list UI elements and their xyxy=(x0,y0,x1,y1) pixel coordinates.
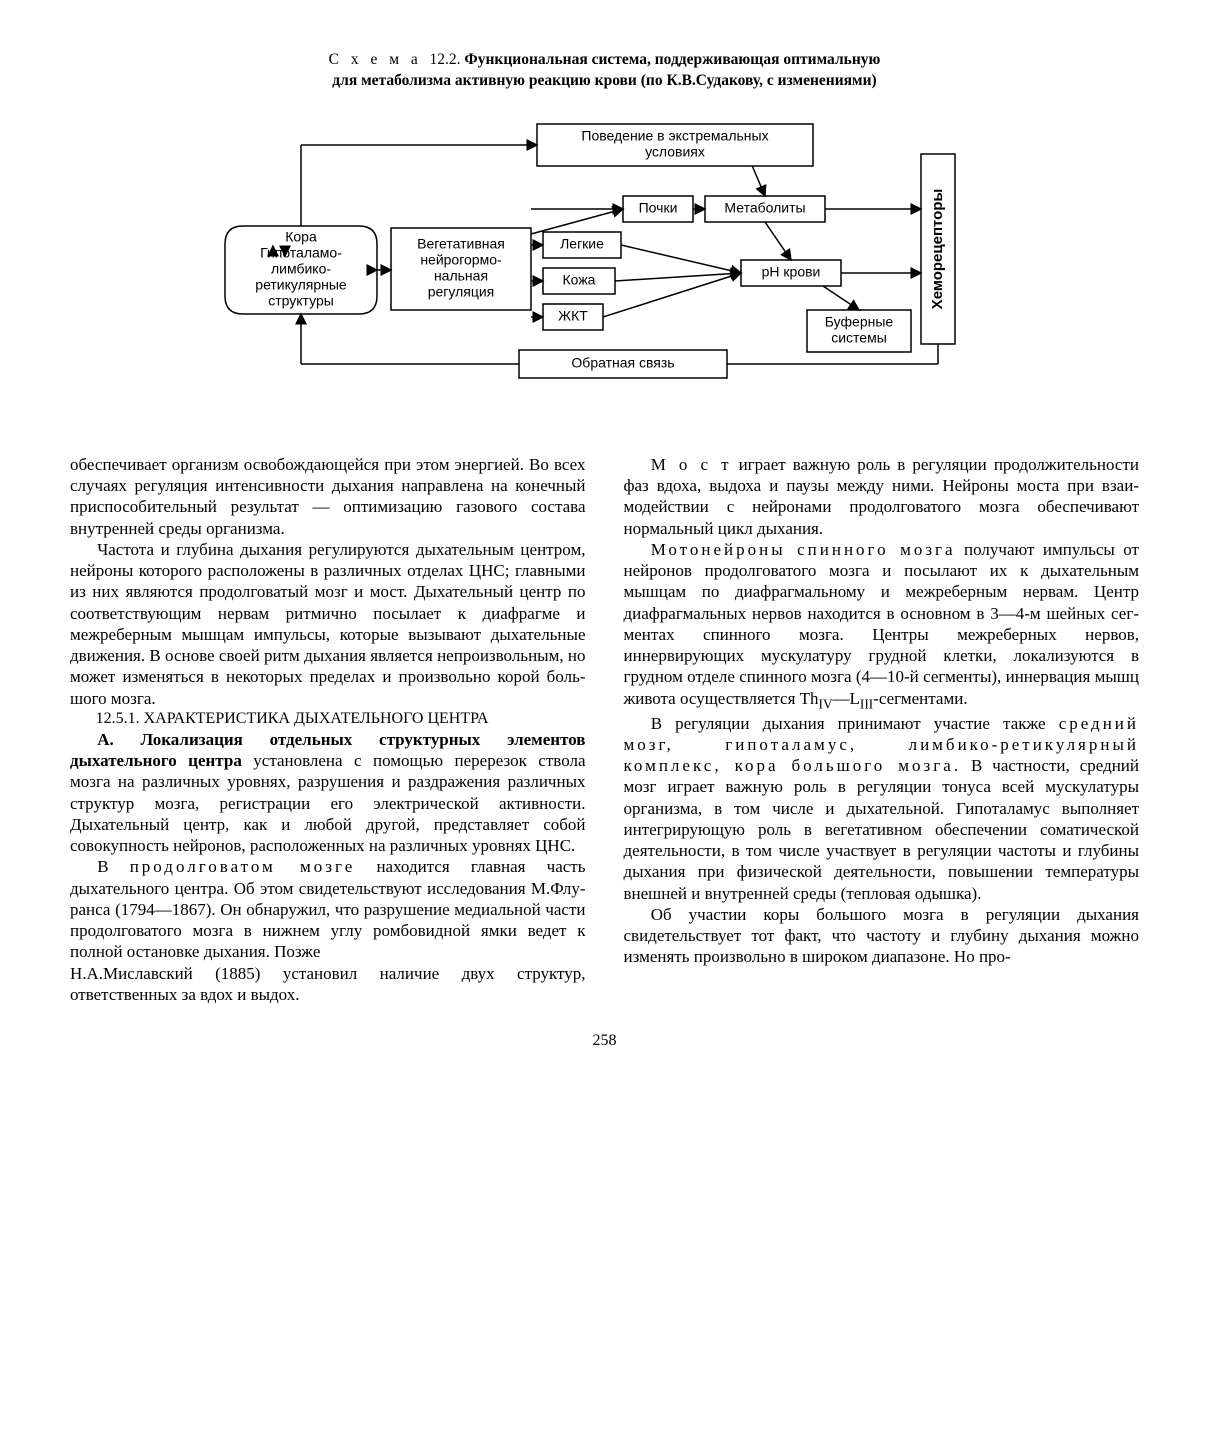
svg-text:Кожа: Кожа xyxy=(562,272,595,288)
paragraph: М о с т играет важную роль в регуляции п… xyxy=(624,454,1140,539)
scheme-caption: С х е м а 12.2. Функциональная система, … xyxy=(170,50,1040,92)
paragraph: Мотонейроны спинного моз­га получают имп… xyxy=(624,539,1140,713)
svg-text:Обратная связь: Обратная связь xyxy=(571,355,674,371)
spaced-term: продолговатом мозге xyxy=(130,857,356,876)
svg-text:лимбико-: лимбико- xyxy=(270,261,330,277)
paragraph: Об участии коры большого мозга в регуля­… xyxy=(624,904,1140,968)
paragraph: В регуляции дыхания принимают участие та… xyxy=(624,713,1140,904)
svg-text:Вегетативная: Вегетативная xyxy=(417,236,505,252)
text-run: В регуляции дыхания принимают участие та… xyxy=(651,714,1059,733)
scheme-title-1: Функциональная система, поддерживающая о… xyxy=(464,51,880,68)
svg-text:Поведение в экстремальных: Поведение в экстремальных xyxy=(581,128,768,144)
svg-text:нейрогормо-: нейрогормо- xyxy=(420,252,502,268)
svg-text:системы: системы xyxy=(831,330,887,346)
svg-text:условиях: условиях xyxy=(645,144,705,160)
scheme-lead: С х е м а xyxy=(329,51,422,68)
svg-text:Метаболиты: Метаболиты xyxy=(724,200,805,216)
page-number: 258 xyxy=(70,1031,1139,1051)
segment-notation: ThIV—LIII-сегментами. xyxy=(800,689,968,708)
paragraph: В продолговатом мозге нахо­дится главная… xyxy=(70,856,586,962)
paragraph: Н.А.Миславский (1885) установил наличие … xyxy=(70,963,586,1006)
scheme-num: 12.2. xyxy=(430,51,461,68)
scheme-diagram: КораГипоталамо-лимбико-ретикулярныеструк… xyxy=(70,110,1139,410)
text-run: В xyxy=(97,857,108,876)
paragraph: Частота и глубина дыхания регулируются д… xyxy=(70,539,586,709)
svg-text:Буферные: Буферные xyxy=(824,314,893,330)
section-heading: 12.5.1. ХАРАКТЕРИСТИКА ДЫХАТЕЛЬНОГО ЦЕНТ… xyxy=(70,709,586,729)
body-text: обеспечивает организм освобождающейся пр… xyxy=(70,454,1139,1005)
text-run: получают импульсы от нейронов продол­гов… xyxy=(624,540,1140,708)
svg-text:Хеморецепторы: Хеморецепторы xyxy=(928,189,945,310)
text-run: В частности, средний мозг играет важ­ную… xyxy=(624,756,1140,903)
spaced-term: М о с т xyxy=(651,455,732,474)
svg-text:структуры: структуры xyxy=(268,293,334,309)
paragraph: обеспечивает организм освобождающейся пр… xyxy=(70,454,586,539)
svg-text:Легкие: Легкие xyxy=(560,236,604,252)
svg-text:ретикулярные: ретикулярные xyxy=(255,277,347,293)
paragraph: А. Локализация отдельных структурных эле… xyxy=(70,729,586,857)
svg-text:Кора: Кора xyxy=(285,229,317,245)
scheme-title-2: для метаболизма активную реакцию крови (… xyxy=(332,72,876,89)
spaced-term: Мотонейроны спинного моз­га xyxy=(651,540,956,559)
svg-text:ЖКТ: ЖКТ xyxy=(558,308,588,324)
svg-text:нальная: нальная xyxy=(433,268,487,284)
svg-text:регуляция: регуляция xyxy=(427,284,494,300)
svg-text:pH крови: pH крови xyxy=(761,264,820,280)
svg-text:Почки: Почки xyxy=(638,200,677,216)
